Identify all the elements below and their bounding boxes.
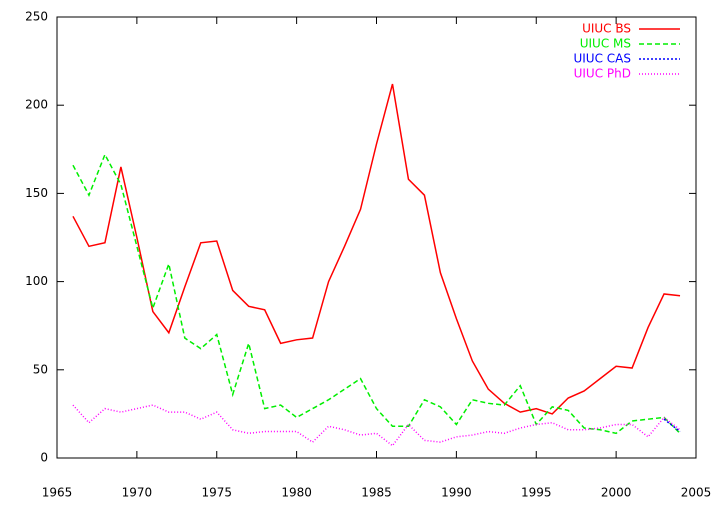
y-tick-label: 100 [25,274,48,288]
legend-label: UIUC MS [580,37,631,51]
plot-border [56,16,697,459]
x-tick-label: 1965 [42,486,73,500]
x-tick-label: 1980 [281,486,312,500]
x-tick-label: 1975 [201,486,232,500]
x-tick-label: 2000 [601,486,632,500]
legend-label: UIUC PhD [574,67,631,81]
x-tick-label: 1970 [122,486,153,500]
series-line [72,83,681,415]
x-tick-label: 1995 [521,486,552,500]
series-line [663,418,681,433]
legend-label: UIUC CAS [573,52,631,66]
y-tick-label: 250 [25,10,48,24]
y-tick-label: 150 [25,186,48,200]
y-tick-label: 200 [25,98,48,112]
x-tick-label: 1990 [441,486,472,500]
series-line [72,404,681,447]
y-tick-label: 0 [40,451,48,465]
x-tick-label: 1985 [361,486,392,500]
series-line [72,152,681,435]
y-tick-label: 50 [33,362,48,376]
x-tick-label: 2005 [681,486,712,500]
legend-label: UIUC BS [582,22,631,36]
